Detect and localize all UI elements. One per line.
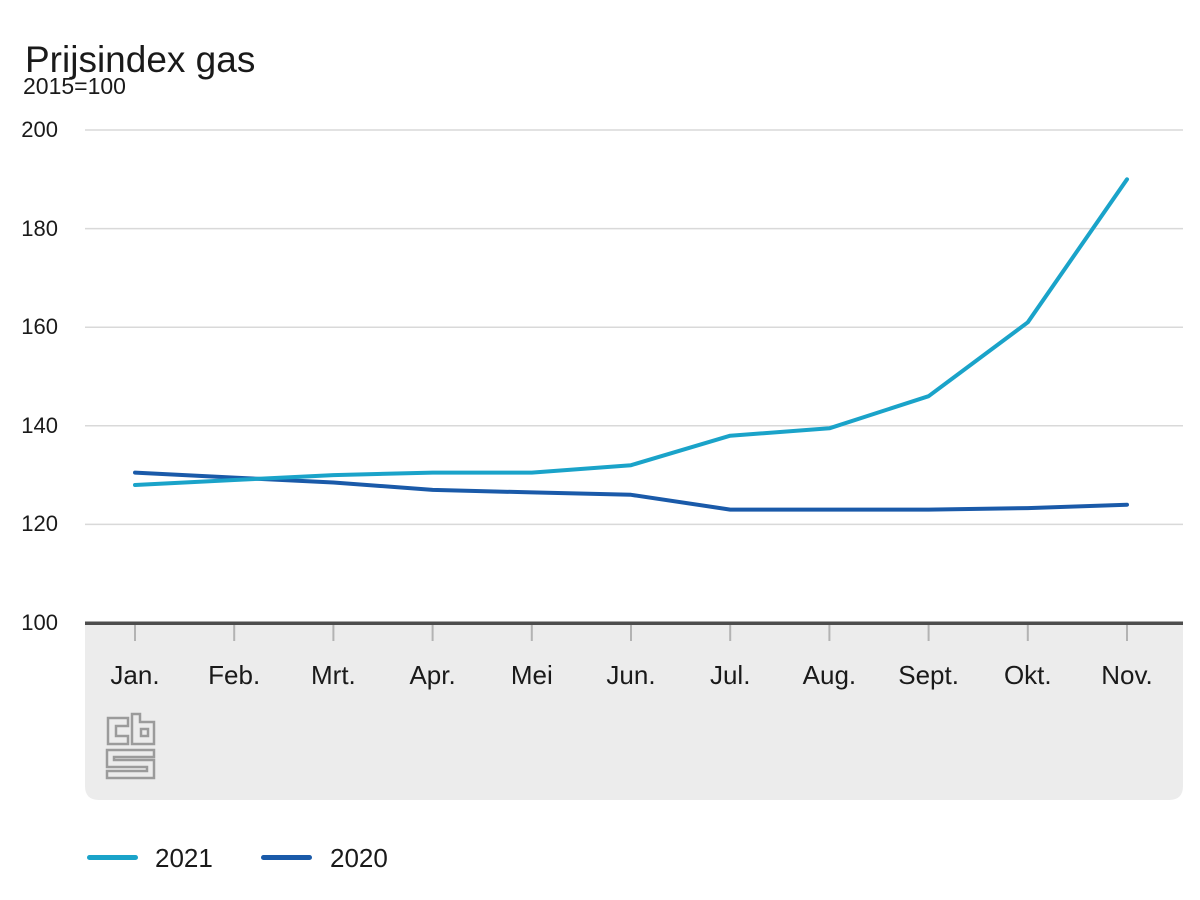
gridlines xyxy=(85,129,1183,526)
x-axis-baseline xyxy=(85,621,1183,625)
legend-label-2020[interactable]: 2020 xyxy=(330,843,388,873)
x-tick-label-Mrt: Mrt. xyxy=(311,660,356,690)
x-tick-label-Aug: Aug. xyxy=(802,660,857,690)
cbs-logo-letter-s xyxy=(105,748,156,780)
y-tick-label-120: 120 xyxy=(21,511,58,537)
x-tick-label-Jul: Jul. xyxy=(709,660,751,690)
legend-swatch-2020[interactable] xyxy=(261,855,312,860)
legend-label-2021[interactable]: 2021 xyxy=(155,843,213,873)
x-axis-band-rect xyxy=(85,625,1183,800)
legend: 2021 2020 xyxy=(0,0,1200,873)
baseline-rect xyxy=(85,621,1183,625)
series-lines xyxy=(133,177,1129,512)
y-tick-label-100: 100 xyxy=(21,610,58,635)
cbs-logo-letter-b-hole xyxy=(139,727,150,738)
x-tick-label-Nov: Nov. xyxy=(1101,660,1153,690)
cbs-logo-letter-c xyxy=(106,716,130,746)
series-line-2020 xyxy=(133,470,1129,512)
x-tick-label-Jan: Jan. xyxy=(110,660,160,690)
y-tick-label-140: 140 xyxy=(21,412,58,438)
legend-swatch-2021[interactable] xyxy=(87,855,138,860)
cbs-logo-letter-b xyxy=(130,712,156,746)
cbs-logo xyxy=(105,712,156,780)
y-tick-label-180: 180 xyxy=(21,215,58,241)
x-axis-band xyxy=(85,625,1183,800)
x-tick-label-Mei: Mei xyxy=(510,660,553,690)
series-line-2021 xyxy=(133,177,1129,487)
chart-subtitle: 2015=100 xyxy=(23,73,126,99)
y-tick-label-200: 200 xyxy=(21,117,58,142)
chart-title: Prijsindex gas xyxy=(25,38,256,80)
x-tick-label-Feb: Feb. xyxy=(208,660,261,690)
x-tick-label-Jun: Jun. xyxy=(606,660,656,690)
x-tick-label-Sept: Sept. xyxy=(898,660,959,690)
x-axis-ticks xyxy=(134,625,1128,641)
chart-canvas xyxy=(85,129,1183,800)
x-tick-label-Apr: Apr. xyxy=(409,660,456,690)
x-tick-label-Okt: Okt. xyxy=(1003,660,1052,690)
y-tick-label-160: 160 xyxy=(21,314,58,340)
